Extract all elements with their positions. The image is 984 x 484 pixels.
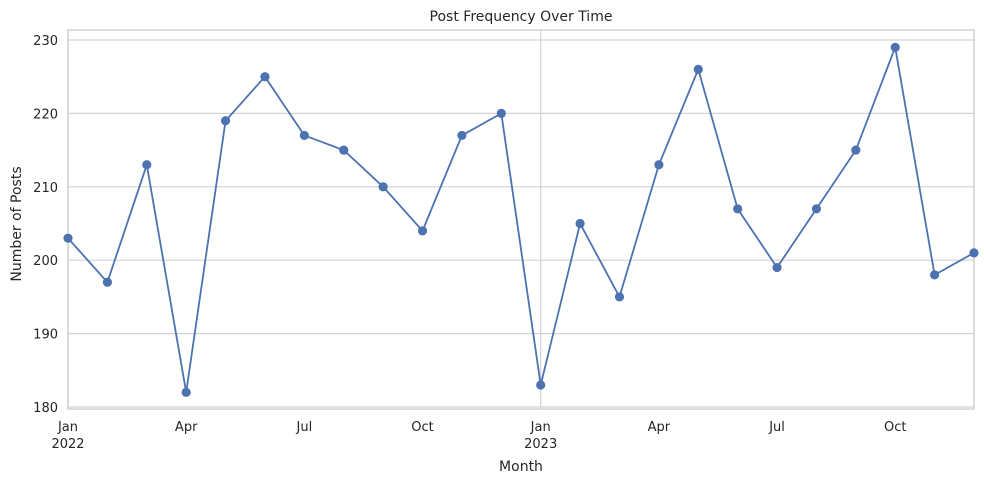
data-point bbox=[811, 204, 822, 214]
data-point bbox=[142, 160, 152, 170]
data-point bbox=[378, 182, 388, 192]
x-tick-label: Jan bbox=[57, 420, 78, 435]
x-tick-year-label: 2023 bbox=[524, 437, 557, 452]
data-point bbox=[339, 145, 349, 155]
y-tick-label: 210 bbox=[33, 181, 58, 196]
y-tick-label: 200 bbox=[33, 254, 58, 269]
y-tick-label: 190 bbox=[33, 328, 58, 343]
data-point bbox=[575, 218, 585, 229]
x-tick-label: Apr bbox=[175, 420, 198, 435]
y-tick-label: 220 bbox=[33, 107, 58, 122]
data-point bbox=[733, 204, 743, 214]
chart-title: Post Frequency Over Time bbox=[430, 9, 613, 25]
data-point bbox=[654, 160, 664, 170]
y-axis-title: Number of Posts bbox=[9, 166, 25, 281]
data-point bbox=[260, 72, 270, 82]
data-point bbox=[772, 262, 782, 273]
x-axis-title: Month bbox=[499, 459, 543, 475]
data-point bbox=[102, 277, 112, 287]
x-tick-label: Oct bbox=[411, 420, 433, 435]
x-axis-ticks: Jan 2022 Apr Jul Oct Jan 2023 Apr Jul Oct bbox=[51, 420, 906, 452]
x-tick-label: Jan bbox=[530, 420, 551, 435]
x-tick-label: Apr bbox=[648, 420, 671, 435]
data-point bbox=[536, 380, 546, 390]
data-point bbox=[220, 116, 231, 126]
data-point bbox=[496, 108, 506, 118]
data-point bbox=[851, 145, 861, 155]
data-point bbox=[614, 292, 625, 302]
data-point bbox=[930, 270, 940, 280]
data-point bbox=[181, 387, 191, 397]
data-point bbox=[969, 248, 979, 258]
plot-frame bbox=[67, 29, 975, 410]
y-axis-ticks: 180 190 200 210 220 230 bbox=[33, 34, 58, 416]
y-tick-label: 230 bbox=[33, 34, 58, 49]
x-tick-label: Oct bbox=[884, 420, 906, 435]
series bbox=[63, 42, 979, 397]
x-tick-label: Jul bbox=[296, 420, 313, 435]
grid bbox=[67, 30, 974, 409]
data-point bbox=[693, 64, 703, 74]
x-tick-label: Jul bbox=[768, 420, 785, 435]
data-point bbox=[417, 226, 428, 236]
series-line bbox=[67, 43, 975, 393]
data-point bbox=[299, 130, 309, 141]
data-point bbox=[457, 130, 467, 141]
y-tick-label: 180 bbox=[33, 401, 58, 416]
data-point bbox=[63, 233, 73, 243]
x-tick-year-label: 2022 bbox=[51, 437, 84, 452]
data-point bbox=[890, 42, 900, 52]
